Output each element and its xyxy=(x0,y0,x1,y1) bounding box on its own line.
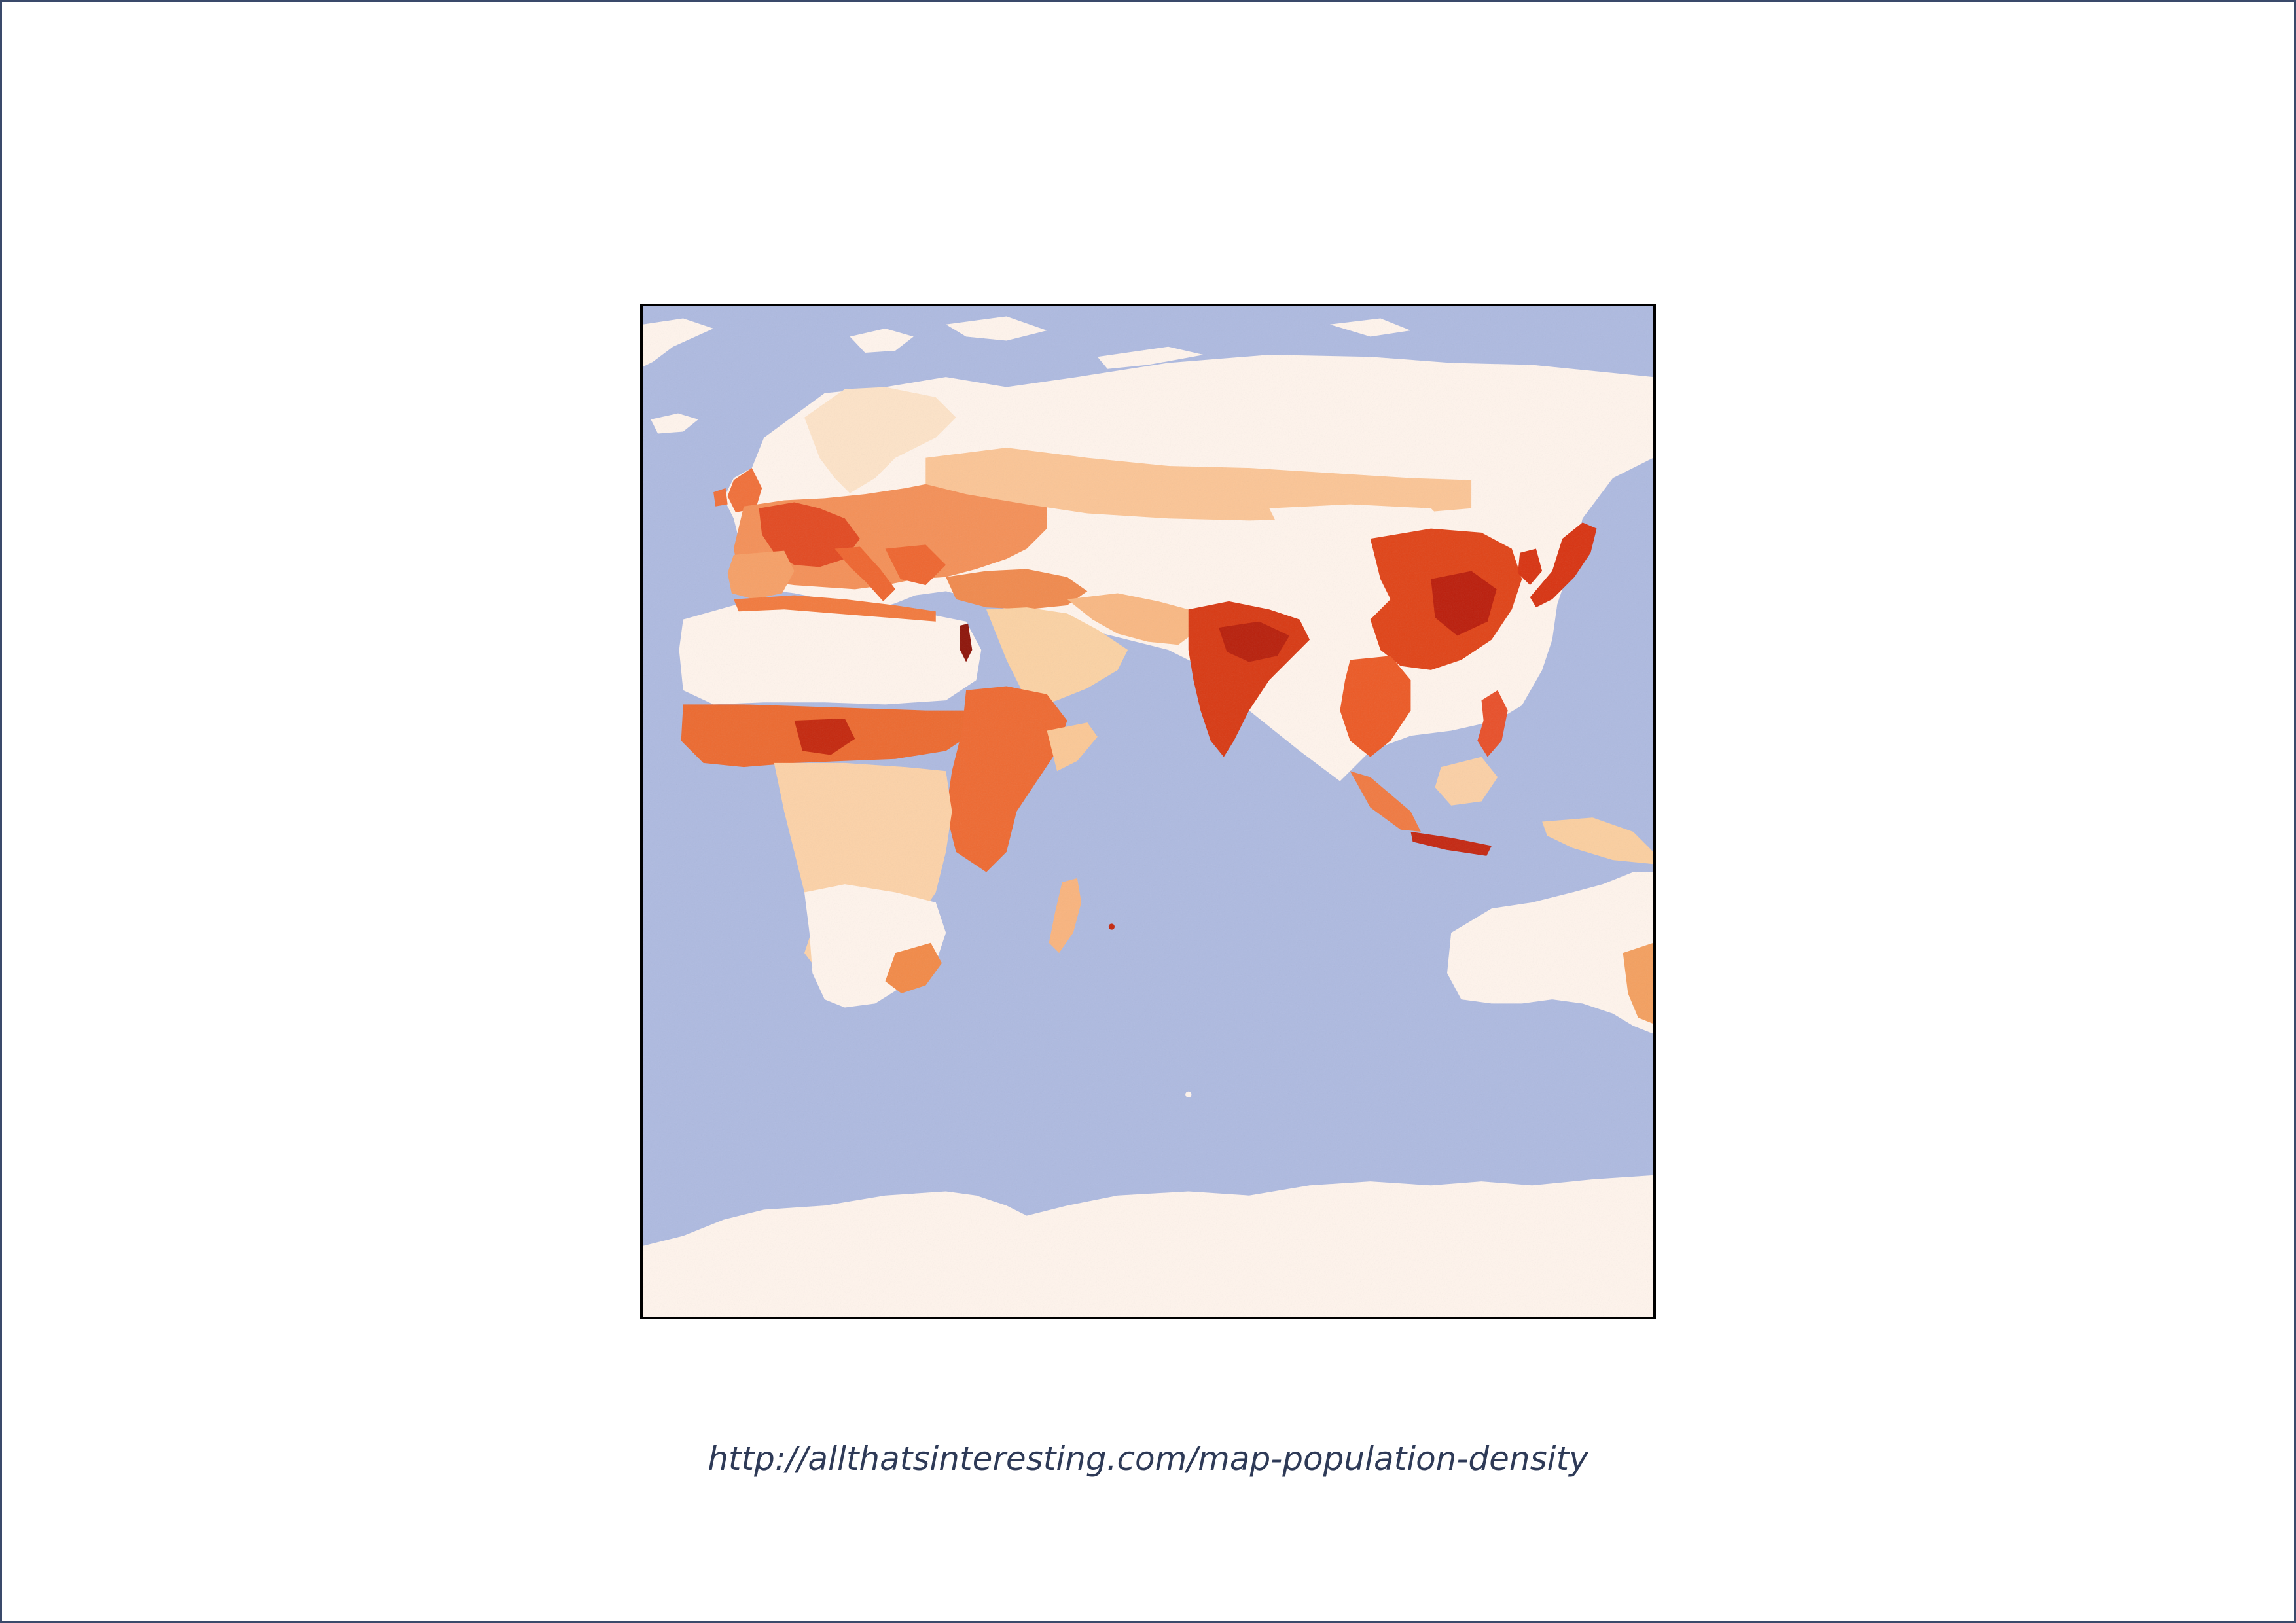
source-url-caption[interactable]: http://allthatsinteresting.com/map-popul… xyxy=(708,1440,1588,1478)
population-density-map xyxy=(640,304,1656,1319)
density-texture xyxy=(643,306,1653,1317)
